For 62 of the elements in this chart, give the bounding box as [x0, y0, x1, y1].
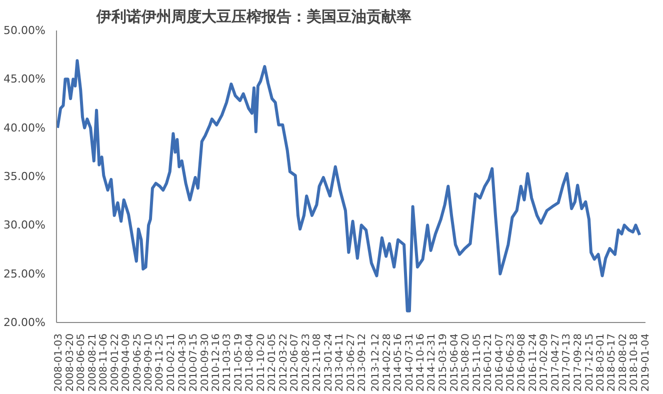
x-tick-label: 2013-04-11: [334, 333, 346, 392]
x-tick-label: 2019-01-04: [640, 333, 652, 392]
x-tick-label: 2017-02-09: [539, 333, 550, 392]
x-tick-label: 2009-11-25: [154, 333, 166, 392]
x-tick-label: 2015-06-04: [449, 333, 460, 392]
x-tick-label: 2011-05-19: [233, 333, 244, 392]
x-tick-label: 2011-03-03: [222, 333, 234, 392]
x-tick-label: 2012-11-08: [312, 333, 324, 392]
x-tick-label: 2016-04-07: [494, 333, 506, 392]
x-tick-label: 2016-09-08: [516, 333, 528, 392]
x-tick-label: 2014-05-16: [393, 333, 404, 392]
x-tick-label: 2017-12-15: [584, 333, 596, 392]
x-tick-label: 2016-01-21: [483, 333, 494, 392]
x-tick-label: 2008-08-21: [87, 333, 98, 392]
x-tick-label: 2018-10-18: [629, 333, 640, 392]
x-tick-label: 2012-06-07: [290, 333, 301, 392]
y-tick-label: 50.00%: [4, 24, 46, 37]
x-tick-label: 2015-11-05: [472, 333, 483, 392]
y-tick-label: 35.00%: [4, 170, 46, 183]
x-tick-label: 2014-02-28: [382, 333, 393, 392]
x-tick-label: 2011-08-04: [244, 333, 256, 392]
x-tick-label: 2011-10-20: [256, 333, 267, 392]
x-tick-label: 2009-04-09: [121, 333, 132, 392]
x-tick-label: 2010-12-16: [211, 333, 222, 392]
x-tick-label: 2015-08-20: [460, 333, 472, 392]
x-tick-label: 2008-06-05: [76, 333, 88, 392]
x-tick-label: 2017-07-13: [562, 333, 573, 392]
x-tick-label: 2014-07-31: [404, 333, 416, 392]
x-tick-label: 2009-06-25: [132, 333, 144, 392]
x-tick-label: 2013-06-27: [346, 333, 357, 392]
y-tick-label: 25.00%: [4, 267, 46, 280]
x-tick-label: 2018-08-02: [618, 333, 629, 392]
x-tick-label: 2016-11-24: [528, 333, 539, 392]
x-tick-label: 2018-03-01: [595, 333, 606, 392]
x-tick-label: 2010-09-30: [200, 333, 211, 392]
x-tick-label: 2010-02-11: [166, 333, 178, 392]
chart-title: 伊利诺伊州周度大豆压榨报告：美国豆油贡献率: [96, 8, 412, 26]
x-tick-label: 2013-01-24: [323, 333, 334, 392]
x-tick-label: 2010-04-30: [177, 333, 188, 392]
x-tick-label: 2009-09-10: [144, 333, 155, 392]
x-tick-label: 2018-05-17: [606, 333, 618, 392]
y-tick-label: 20.00%: [4, 316, 46, 329]
x-tick-label: 2017-09-28: [572, 333, 584, 392]
x-tick-label: 2012-03-22: [278, 333, 290, 392]
line-series: [56, 59, 642, 312]
y-tick-label: 30.00%: [4, 218, 46, 232]
x-tick-label: 2010-07-15: [188, 333, 200, 392]
x-tick-label: 2016-06-23: [506, 333, 516, 392]
x-tick-label: 2014-12-31: [426, 333, 438, 392]
y-tick-label: 45.00%: [4, 72, 46, 86]
x-tick-label: 2017-04-27: [550, 333, 562, 392]
x-tick-label: 2012-01-05: [267, 333, 278, 392]
x-tick-label: 2015-03-19: [438, 333, 450, 392]
x-tick-label: 2009-01-22: [110, 333, 121, 392]
x-tick-label: 2008-01-03: [54, 333, 65, 392]
x-tick-label: 2013-09-12: [357, 333, 368, 392]
x-tick-label: 2013-12-12: [370, 333, 382, 392]
x-tick-label: 2012-08-23: [300, 333, 312, 392]
y-tick-label: 40.00%: [4, 121, 46, 134]
x-tick-label: 2008-03-20: [64, 333, 76, 392]
x-tick-label: 2008-11-06: [98, 333, 110, 392]
x-tick-label: 2014-10-16: [416, 333, 427, 392]
